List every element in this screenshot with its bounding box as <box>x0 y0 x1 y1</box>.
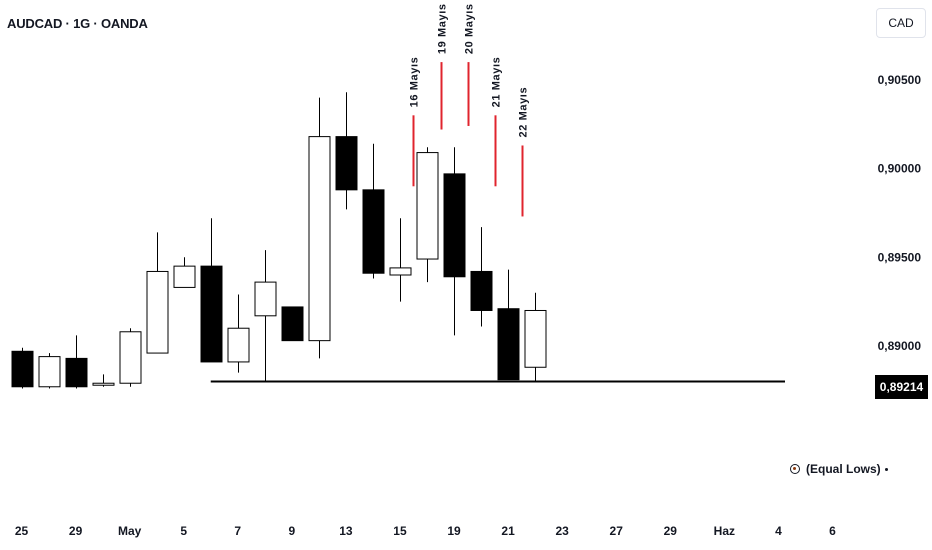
candle-body-bullish <box>416 152 439 260</box>
x-tick-label: 5 <box>180 524 187 538</box>
candle-body-bullish <box>173 265 196 288</box>
candle[interactable] <box>281 306 304 342</box>
x-tick-label: 29 <box>69 524 83 538</box>
candle-body-bullish <box>254 281 277 317</box>
candle-body-bearish <box>335 136 358 191</box>
x-tick-label: 25 <box>15 524 29 538</box>
x-tick-label: 15 <box>393 524 407 538</box>
candle[interactable] <box>146 232 169 354</box>
date-annotation[interactable]: 19 Mayıs <box>437 3 449 130</box>
x-tick-label: 9 <box>288 524 295 538</box>
x-tick-label: 6 <box>829 524 836 538</box>
candle-body-bearish <box>470 270 493 311</box>
candle-body-bullish <box>92 382 115 386</box>
candle-body-bullish <box>227 327 250 363</box>
candle-body-bearish <box>11 350 34 388</box>
date-annotation[interactable]: 20 Mayıs <box>464 3 476 126</box>
candle[interactable] <box>362 143 385 279</box>
equal-lows-label[interactable]: (Equal Lows) <box>790 462 888 476</box>
x-tick-label: Haz <box>714 524 735 538</box>
target-icon <box>790 464 800 474</box>
candle-body-bearish <box>497 308 520 381</box>
date-annotation[interactable]: 16 Mayıs <box>409 57 421 187</box>
candle-body-bullish <box>119 331 142 384</box>
candle[interactable] <box>200 218 223 363</box>
candle-body-bearish <box>443 173 466 278</box>
x-tick-label: 23 <box>555 524 569 538</box>
candle[interactable] <box>308 97 331 359</box>
candle[interactable] <box>92 374 115 387</box>
y-axis: 0,90500 0,90000 0,89500 0,89000 <box>878 73 922 353</box>
candle[interactable] <box>335 92 358 210</box>
candle-body-bearish <box>200 265 223 363</box>
candles-layer <box>11 92 547 389</box>
candle[interactable] <box>389 218 412 302</box>
candle[interactable] <box>173 257 196 288</box>
candle[interactable] <box>470 227 493 327</box>
y-tick-label: 0,89500 <box>878 250 922 264</box>
candle-body-bearish <box>362 189 385 274</box>
candle[interactable] <box>11 347 34 389</box>
last-price-badge: 0,89214 <box>875 375 928 399</box>
candle-body-bullish <box>308 136 331 342</box>
x-tick-label: 4 <box>775 524 782 538</box>
candle-body-bullish <box>146 270 169 354</box>
date-annotations: 16 Mayıs 19 Mayıs 20 Mayıs 21 Mayıs 22 Mayıs <box>409 3 530 217</box>
date-annotation[interactable]: 22 Mayıs <box>518 87 530 217</box>
candle[interactable] <box>254 250 277 382</box>
candle[interactable] <box>38 353 61 389</box>
y-tick-label: 0,90500 <box>878 73 922 87</box>
candle[interactable] <box>443 147 466 336</box>
candle[interactable] <box>524 292 547 382</box>
x-tick-label: 21 <box>501 524 515 538</box>
date-annotation[interactable]: 21 Mayıs <box>491 57 503 187</box>
annotation-label: 19 Mayıs <box>437 3 449 54</box>
candle[interactable] <box>119 328 142 387</box>
annotation-label: 20 Mayıs <box>464 3 476 54</box>
x-tick-label: 27 <box>610 524 624 538</box>
candle-body-bullish <box>524 309 547 368</box>
x-tick-label: May <box>118 524 142 538</box>
x-tick-label: 19 <box>447 524 461 538</box>
y-tick-label: 0,89000 <box>878 339 922 353</box>
x-tick-label: 13 <box>339 524 353 538</box>
candle-body-bearish <box>281 306 304 342</box>
candle[interactable] <box>416 147 439 283</box>
x-tick-label: 7 <box>234 524 241 538</box>
dot-icon <box>884 467 888 471</box>
symbol-title: AUDCAD · 1G · OANDA <box>7 16 148 31</box>
candle[interactable] <box>497 269 520 381</box>
annotation-label: 21 Mayıs <box>491 57 503 108</box>
candle-body-bullish <box>38 356 61 388</box>
candle-body-bearish <box>65 357 88 388</box>
candle[interactable] <box>65 335 88 389</box>
x-axis: 25 29 May 5 7 9 13 15 19 21 23 27 29 Haz 4 6 <box>15 524 836 538</box>
x-tick-label: 29 <box>664 524 678 538</box>
candle-body-bullish <box>389 267 412 276</box>
annotation-label: 22 Mayıs <box>518 87 530 138</box>
y-tick-label: 0,90000 <box>878 162 922 176</box>
currency-button[interactable]: CAD <box>876 8 926 38</box>
equal-lows-text: (Equal Lows) <box>806 462 881 476</box>
annotation-label: 16 Mayıs <box>409 57 421 108</box>
candle[interactable] <box>227 294 250 373</box>
